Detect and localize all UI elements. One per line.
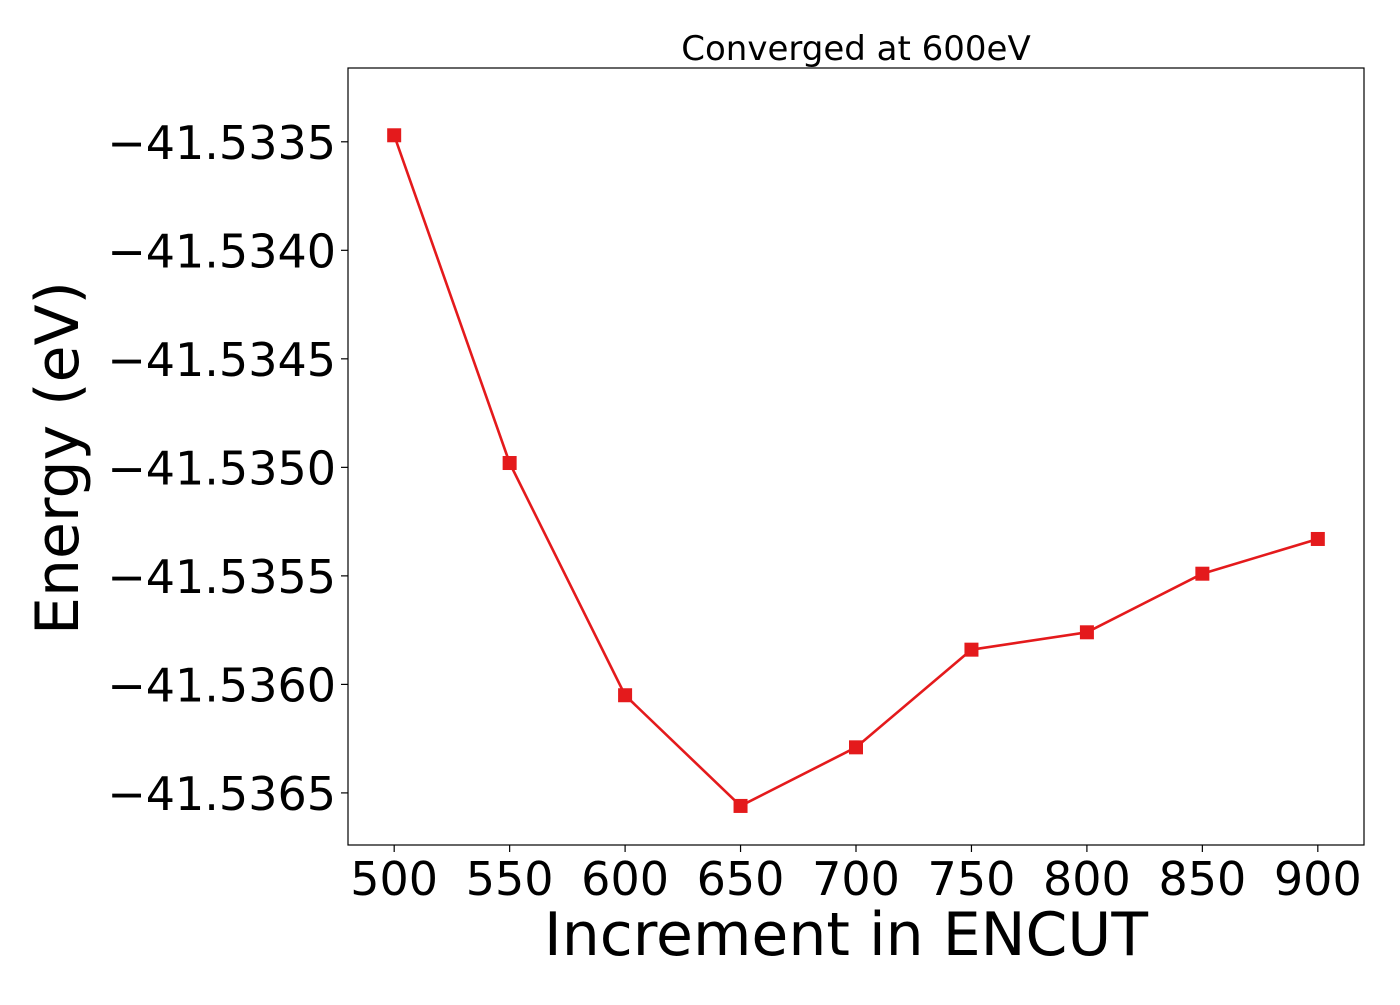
data-point-marker [849,740,863,755]
y-tick-label: −41.5365 [107,767,336,821]
x-tick-label: 850 [1158,852,1246,906]
data-point-marker [387,128,402,143]
data-point-marker [1079,625,1094,640]
data-point-marker [1310,531,1325,546]
x-tick-label: 900 [1274,852,1362,906]
x-tick-label: 700 [812,852,900,906]
data-point-marker [618,688,633,703]
x-tick-label: 800 [1043,852,1131,906]
x-tick-label: 500 [350,852,438,906]
y-tick-label: −41.5335 [107,116,336,170]
x-tick-label: 750 [928,852,1016,906]
x-tick-label: 550 [466,852,554,906]
y-axis-label: Energy (eV) [23,281,93,635]
y-tick-label: −41.5350 [107,441,336,495]
y-tick-label: −41.5345 [107,333,336,387]
y-tick-label: −41.5340 [107,224,336,278]
data-point-marker [733,798,748,813]
x-tick-label: 650 [697,852,785,906]
x-tick-label: 600 [581,852,669,906]
chart-title: Converged at 600eV [681,29,1030,69]
x-axis-label: Increment in ENCUT [544,900,1148,970]
data-point-marker [1195,566,1210,581]
series-line [392,134,1319,808]
y-axis-ticks: −41.5335 −41.5340 −41.5345 −41.5350 −41.5355… [107,116,348,821]
series-layer [387,128,1325,813]
y-tick-label: −41.5360 [107,658,336,712]
plot-frame [347,67,1365,846]
data-point-marker [502,456,517,471]
x-axis-ticks: 500 550 600 650 700 750 800 850 900 [350,845,1362,906]
data-point-marker [964,642,979,657]
y-tick-label: −41.5355 [107,550,336,604]
